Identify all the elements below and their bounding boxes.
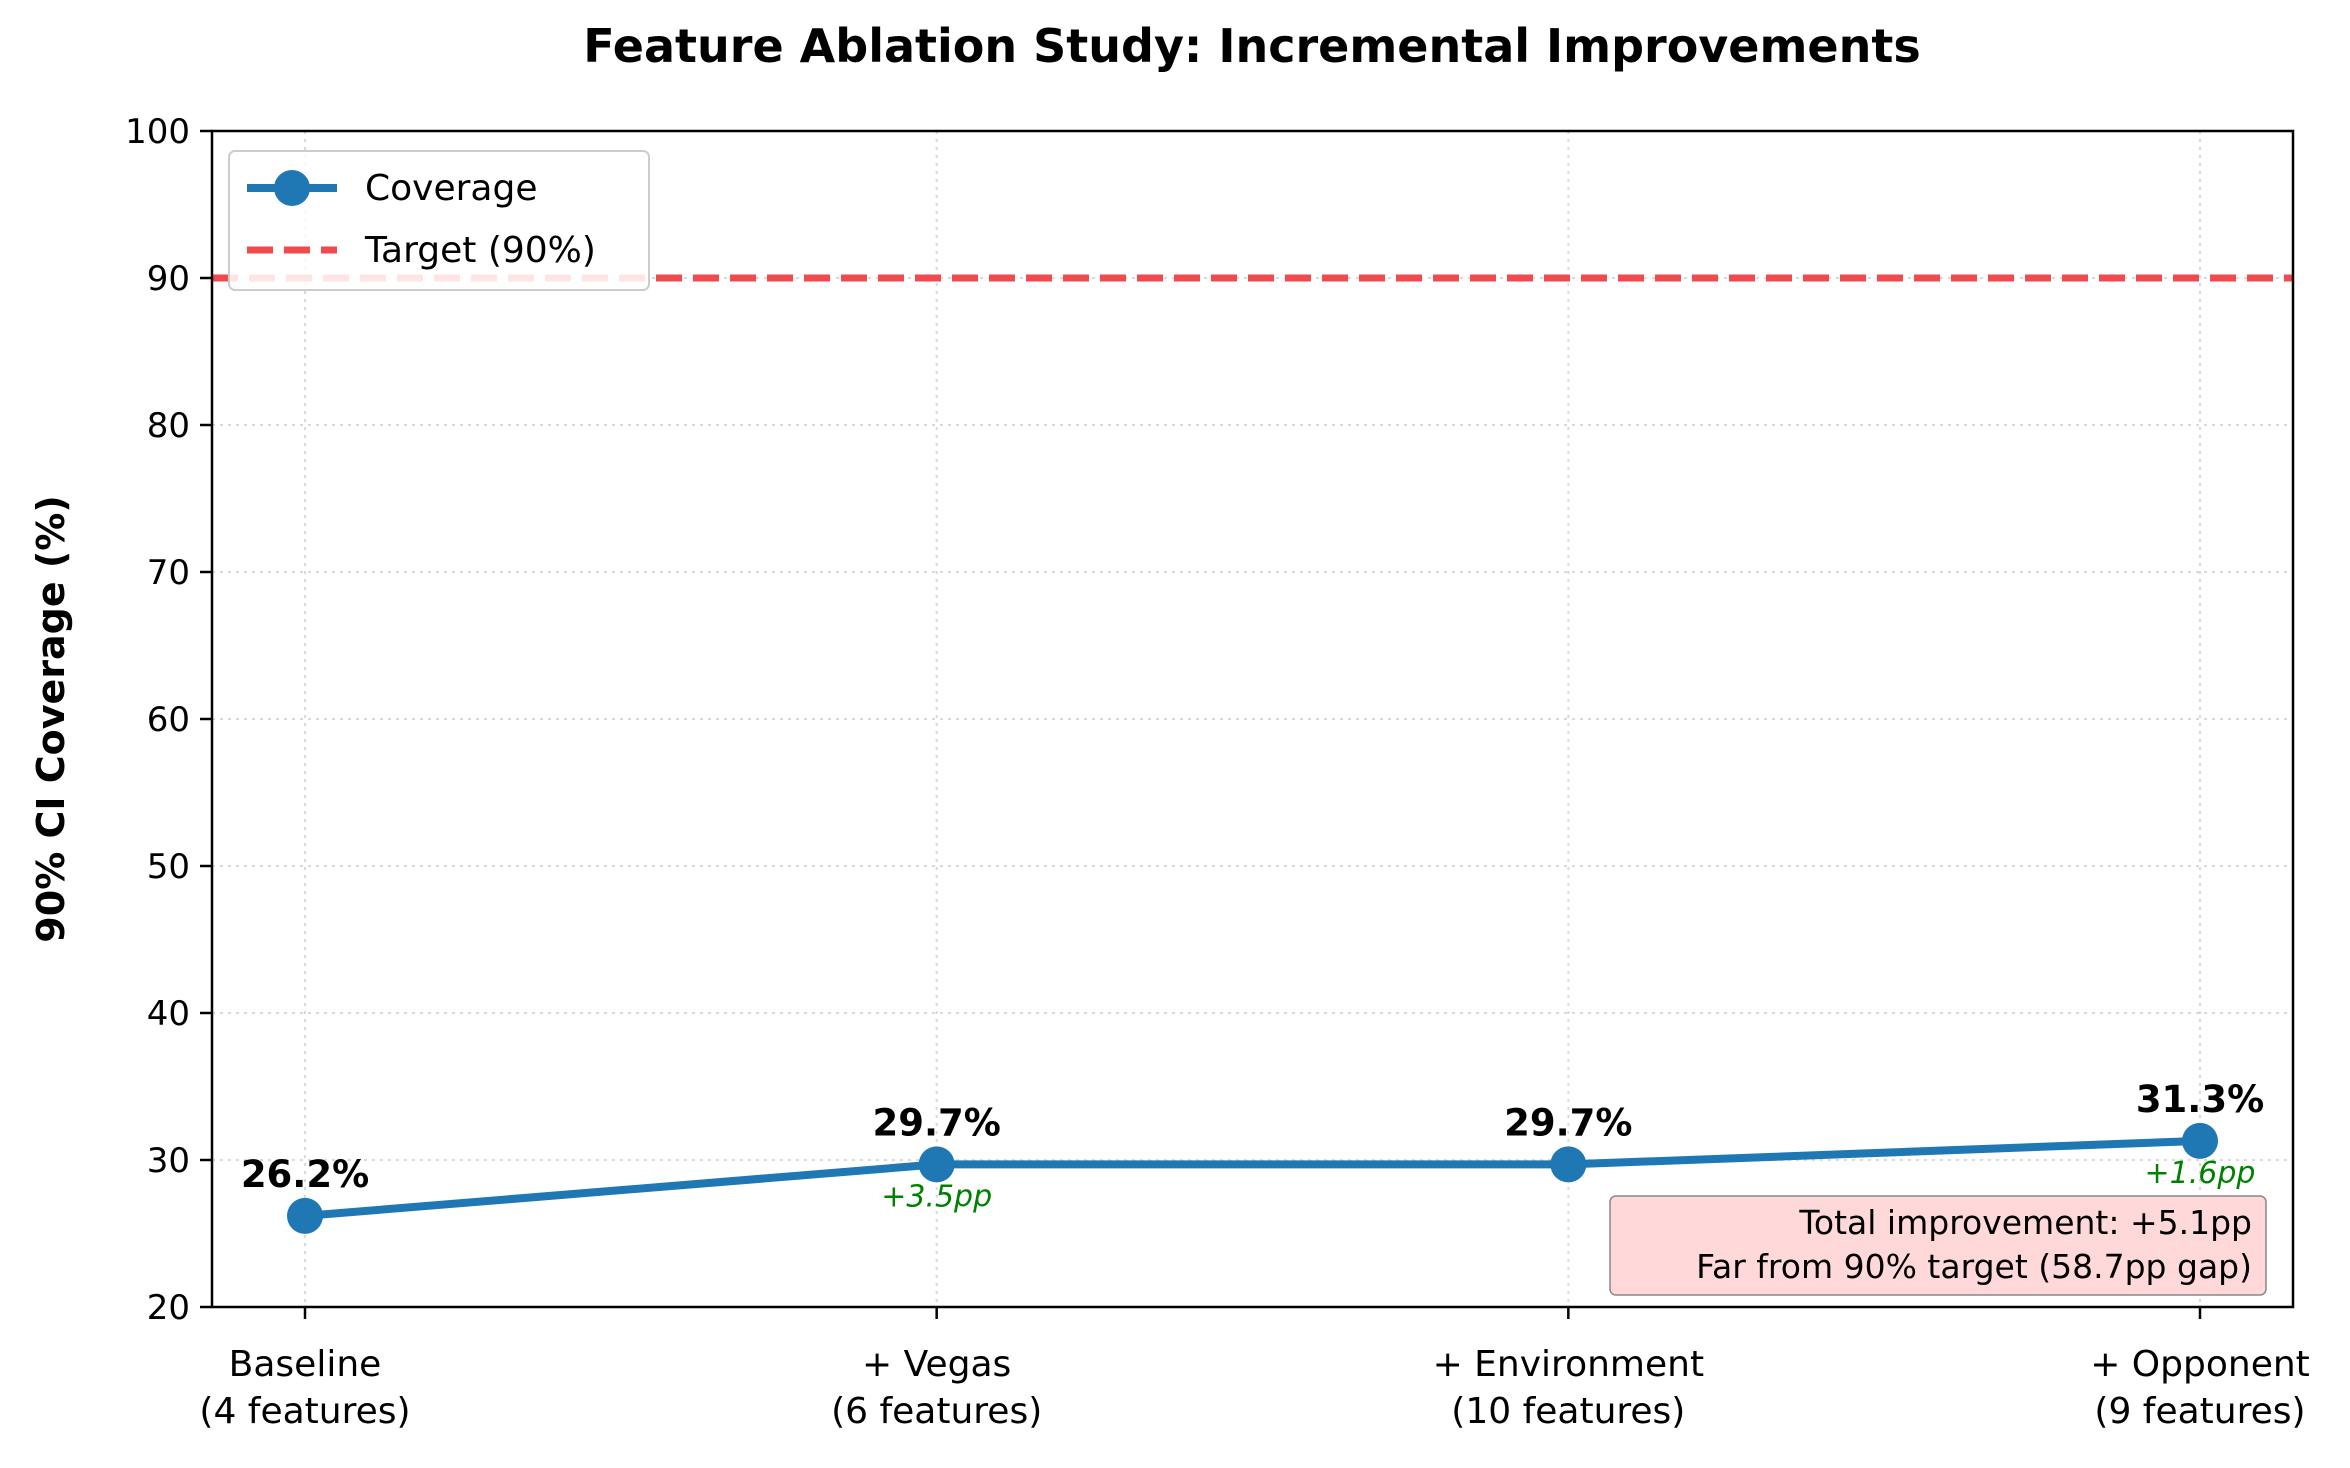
y-tick-label: 50: [147, 847, 190, 887]
delta-label: +3.5pp: [881, 1179, 992, 1214]
legend-target-label: Target (90%): [364, 230, 596, 271]
y-tick-label: 90: [147, 259, 190, 299]
data-label-layer: 26.2% 29.7% 29.7% 31.3% +3.5pp +1.6pp: [241, 1078, 2264, 1215]
data-point: [2182, 1122, 2218, 1159]
grid: [212, 131, 2293, 1307]
x-tick-sublabel: (6 features): [831, 1391, 1042, 1432]
x-tick-label: + Environment: [1433, 1344, 1704, 1385]
x-tick-sublabel: (4 features): [199, 1391, 410, 1432]
data-point: [918, 1146, 955, 1183]
annotation-line-2: Far from 90% target (58.7pp gap): [1696, 1247, 2252, 1286]
delta-label: +1.6pp: [2145, 1156, 2256, 1191]
x-axis: Baseline (4 features) + Vegas (6 features) +…: [199, 1307, 2310, 1432]
annotation-box-background: [1609, 1195, 2267, 1296]
y-tick-label: 70: [147, 553, 190, 593]
data-point: [287, 1197, 323, 1234]
y-tick-label: 60: [147, 700, 190, 740]
legend-coverage-marker: [274, 170, 310, 206]
data-label: 31.3%: [2136, 1078, 2264, 1121]
data-label: 29.7%: [1504, 1101, 1632, 1144]
y-tick-label: 100: [125, 112, 190, 152]
legend: Coverage Target (90%): [228, 150, 650, 291]
x-tick-sublabel: (10 features): [1451, 1391, 1685, 1432]
chart-title: Feature Ablation Study: Incremental Impr…: [583, 19, 1920, 73]
y-tick-label: 30: [147, 1141, 190, 1181]
y-tick-label: 40: [147, 994, 190, 1034]
data-point: [1550, 1146, 1587, 1183]
series-line-coverage: [301, 1136, 2204, 1220]
x-tick-label: + Vegas: [862, 1344, 1011, 1385]
series-layer: [287, 1122, 2218, 1234]
annotation-line-1: Total improvement: +5.1pp: [1798, 1203, 2252, 1242]
x-tick-sublabel: (9 features): [2094, 1391, 2305, 1432]
legend-coverage-label: Coverage: [365, 168, 537, 209]
data-label: 26.2%: [241, 1153, 369, 1196]
y-tick-label: 20: [147, 1288, 190, 1328]
x-tick-label: Baseline: [229, 1344, 382, 1385]
data-label: 29.7%: [872, 1101, 1000, 1144]
annotation-box: Total improvement: +5.1pp Far from 90% t…: [1609, 1195, 2267, 1296]
x-tick-label: + Opponent: [2090, 1344, 2310, 1385]
y-axis-label: 90% CI Coverage (%): [29, 495, 73, 942]
y-axis: 20 30 40 50 60 70 80 90 100: [125, 112, 212, 1328]
y-tick-label: 80: [147, 406, 190, 446]
